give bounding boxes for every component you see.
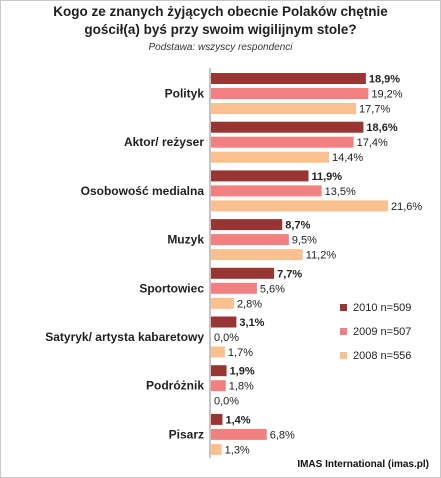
category-label: Osobowość medialna [81, 184, 205, 198]
data-label: 1,7% [228, 347, 253, 359]
data-label: 13,5% [325, 186, 356, 198]
category-label: Pisarz [169, 427, 204, 441]
bar-2-2 [211, 136, 354, 148]
bar-3-3 [211, 200, 388, 212]
data-label: 6,8% [270, 429, 295, 441]
data-label: 0,0% [214, 396, 239, 408]
category-label: Aktor/ reżyser [124, 135, 204, 149]
data-label: 17,7% [359, 104, 390, 116]
legend-label: 2010 n=509 [353, 302, 411, 314]
bar-1-8 [211, 413, 223, 425]
bar-3-6 [211, 346, 225, 358]
data-label: 17,4% [357, 137, 388, 149]
bar-2-4 [211, 234, 289, 246]
category-label: Sportowiec [139, 281, 204, 295]
bar-1-5 [211, 267, 275, 279]
bar-1-1 [211, 73, 366, 84]
data-label: 11,2% [306, 250, 337, 262]
chart-subtitle: Podstawa: wszyscy respondenci [148, 42, 293, 53]
bar-2-1 [211, 88, 369, 99]
category-label: Polityk [165, 87, 205, 101]
data-label: 18,9% [369, 74, 400, 86]
data-label: 0,0% [214, 332, 239, 344]
category-label: Satyryk/ artysta kabaretowy [45, 330, 204, 344]
bar-2-3 [211, 185, 322, 197]
data-label: 1,8% [229, 381, 254, 393]
bar-2-7 [211, 380, 226, 392]
data-label: 1,9% [230, 366, 255, 378]
bar-3-4 [211, 249, 303, 261]
legend-label: 2008 n=556 [353, 350, 411, 362]
bar-1-4 [211, 219, 283, 231]
bar-2-8 [211, 428, 267, 440]
bar-1-2 [211, 121, 364, 133]
data-label: 19,2% [371, 89, 402, 101]
data-label: 7,7% [277, 268, 302, 280]
data-label: 1,3% [225, 444, 250, 456]
bar-1-7 [211, 365, 227, 377]
bar-2-5 [211, 282, 257, 294]
bar-3-5 [211, 297, 234, 309]
bar-3-2 [211, 151, 329, 163]
data-label: 21,6% [391, 201, 422, 213]
bar-1-6 [211, 316, 237, 328]
data-label: 9,5% [292, 235, 317, 247]
data-label: 2,8% [237, 298, 262, 310]
legend-swatch-2 [340, 328, 347, 335]
category-label: Muzyk [167, 233, 204, 247]
bar-1-3 [211, 170, 309, 182]
source-label: IMAS International (imas.pl) [297, 459, 429, 470]
data-label: 14,4% [332, 152, 363, 164]
bar-3-1 [211, 103, 357, 114]
data-label: 1,4% [225, 414, 250, 426]
legend-swatch-1 [340, 304, 347, 311]
data-label: 3,1% [239, 317, 264, 329]
category-label: Podróżnik [146, 379, 204, 393]
data-label: 8,7% [285, 220, 310, 232]
legend-swatch-3 [340, 352, 347, 359]
data-label: 11,9% [312, 171, 343, 183]
bar-3-8 [211, 443, 222, 455]
data-label: 18,6% [366, 122, 397, 134]
chart-title-line-2: gościł(a) byś przy swoim wigilijnym stol… [84, 22, 357, 37]
data-label: 5,6% [260, 283, 285, 295]
legend-label: 2009 n=507 [353, 326, 411, 338]
chart-title-line-1: Kogo ze znanych żyjących obecnie Polaków… [53, 4, 388, 19]
